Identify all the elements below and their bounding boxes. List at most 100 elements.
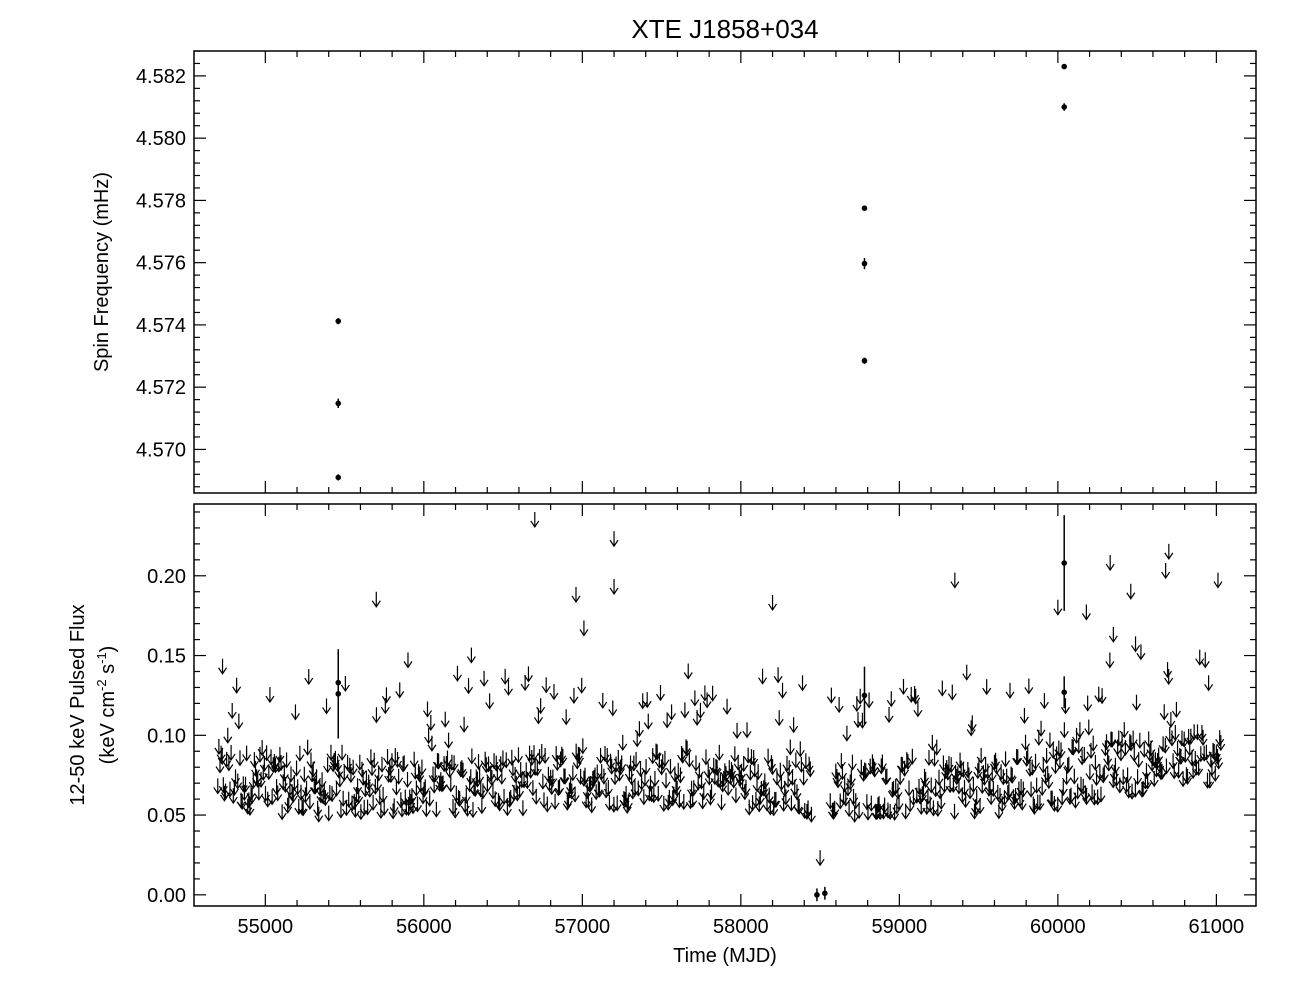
arrow-head [963, 770, 973, 779]
arrow-head [567, 792, 577, 800]
arrow-head [492, 774, 502, 782]
upper-limit-arrow [1106, 731, 1116, 748]
upper-limit-arrow [549, 684, 559, 701]
arrow-head [1215, 738, 1225, 747]
arrow-head [273, 794, 283, 802]
upper-limit-arrow [1119, 722, 1129, 739]
arrow-head [501, 761, 511, 769]
arrow-head [570, 795, 580, 803]
upper-limit-arrow [310, 778, 320, 795]
y-tick-label: 0.10 [147, 725, 186, 747]
arrow-head [353, 787, 363, 795]
arrow-head [1056, 750, 1066, 759]
upper-limit-arrow [320, 790, 330, 807]
upper-limit-arrow [264, 764, 274, 781]
upper-limit-arrow [464, 678, 474, 695]
upper-limit-arrow [664, 789, 674, 806]
upper-limit-arrow [587, 797, 597, 814]
upper-limit-arrow [233, 773, 243, 790]
upper-limit-arrow [522, 773, 532, 790]
arrow-head [920, 777, 930, 785]
arrow-head [836, 761, 846, 770]
arrow-head [1007, 776, 1017, 784]
arrow-head [403, 780, 413, 789]
upper-limit-arrow [337, 744, 347, 761]
arrow-head [890, 813, 900, 821]
arrow-head [933, 809, 943, 817]
arrow-head [804, 765, 814, 773]
upper-limit-arrow [411, 780, 421, 797]
upper-limit-arrow [430, 766, 440, 783]
arrow-head [344, 800, 354, 808]
arrow-head [907, 757, 917, 765]
arrow-head [300, 796, 310, 804]
arrow-head [365, 790, 375, 799]
arrow-head [432, 761, 442, 770]
upper-limit-arrow [303, 739, 313, 756]
arrow-head [633, 789, 643, 797]
upper-limit-arrow [391, 779, 401, 796]
upper-limit-arrow [1105, 652, 1115, 669]
data-point [335, 318, 342, 324]
bottom-y-axis-label: 12-50 keV Pulsed Flux [67, 604, 89, 805]
arrow-head [1075, 730, 1085, 739]
y-tick-label: 0.05 [147, 805, 186, 827]
arrow-head [1195, 658, 1205, 666]
upper-limit-arrow [794, 798, 804, 815]
arrow-head [653, 794, 663, 803]
arrow-head [755, 797, 765, 806]
arrow-head [1064, 765, 1074, 773]
upper-limit-arrow [223, 727, 233, 744]
upper-limit-arrow [762, 795, 772, 812]
arrow-head [1156, 772, 1166, 781]
upper-limit-arrow [964, 767, 974, 784]
arrow-head [213, 787, 223, 795]
arrow-head [264, 772, 274, 781]
upper-limit-arrow [1196, 746, 1206, 763]
upper-limit-arrow [578, 738, 588, 755]
upper-limit-arrow [357, 761, 367, 778]
upper-limit-arrow [1023, 747, 1033, 764]
upper-limit-arrow [1052, 746, 1062, 763]
arrow-head [998, 778, 1008, 786]
arrow-head [1050, 766, 1060, 775]
arrow-head [1186, 737, 1196, 745]
arrow-head [950, 581, 960, 589]
arrow-head [424, 736, 434, 745]
upper-limit-arrow [1170, 725, 1180, 742]
arrow-head [904, 789, 914, 797]
arrow-head [528, 788, 538, 797]
data-point [1061, 689, 1068, 696]
upper-limit-arrow [1038, 757, 1048, 774]
upper-limit-arrow [884, 707, 894, 724]
upper-limit-arrow [832, 769, 842, 786]
arrow-head [973, 771, 983, 780]
upper-limit-arrow [1213, 572, 1223, 589]
y-tick-label: 4.582 [136, 66, 186, 88]
arrow-head [950, 812, 960, 820]
arrow-head [699, 792, 709, 801]
arrow-head [277, 812, 287, 821]
arrow-head [1026, 790, 1036, 798]
upper-limit-arrow [802, 803, 812, 820]
arrow-head [1038, 766, 1048, 774]
upper-limit-arrow [245, 799, 255, 817]
arrow-head [921, 780, 931, 789]
arrow-head [962, 673, 972, 681]
arrow-head [359, 808, 369, 816]
top-panel-ticks: 4.570 4.572 4.574 4.576 4.578 4.580 4.582 [136, 50, 1256, 493]
upper-limit-arrow [1107, 731, 1117, 748]
upper-limit-arrow [631, 751, 641, 769]
arrow-head [373, 784, 383, 792]
arrow-head [766, 763, 776, 772]
upper-limit-arrow [618, 734, 628, 751]
x-tick-label: 56000 [396, 916, 452, 938]
arrow-head [830, 809, 840, 817]
upper-limit-arrow [557, 746, 567, 763]
upper-limit-arrow [972, 789, 982, 806]
arrow-head [707, 792, 717, 801]
upper-limit-arrow [998, 769, 1008, 786]
arrow-head [400, 798, 410, 806]
upper-limit-arrow [906, 686, 916, 703]
arrow-head [884, 715, 894, 724]
